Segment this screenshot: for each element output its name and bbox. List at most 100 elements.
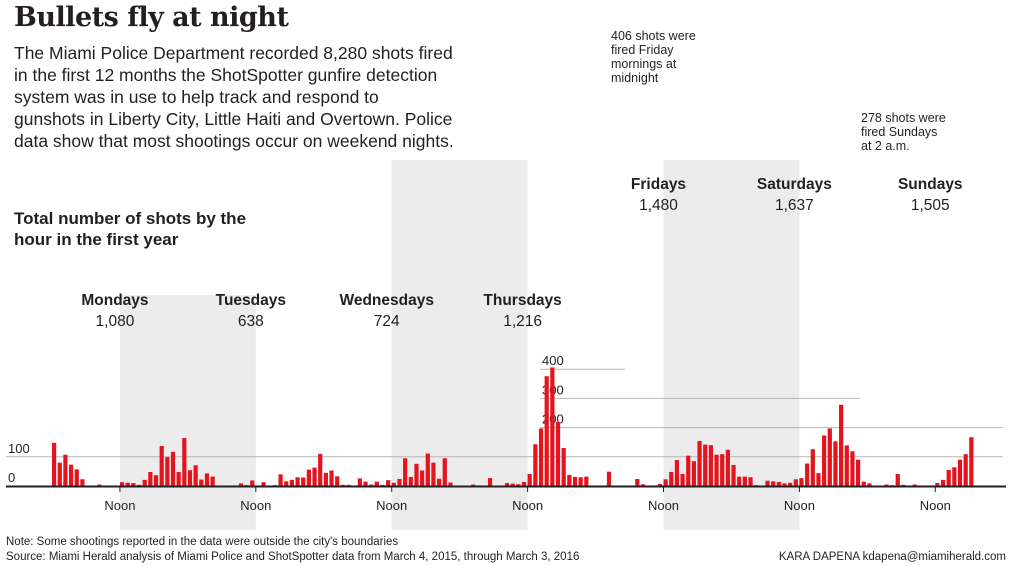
bar-tuesdays-h2 — [199, 479, 204, 486]
bar-saturdays-h12 — [799, 478, 804, 486]
day-total-saturdays: 1,637 — [775, 197, 814, 214]
day-label-mondays: Mondays — [81, 292, 148, 309]
bar-saturdays-h13 — [805, 463, 810, 486]
bar-saturdays-h17 — [827, 428, 832, 486]
bar-mondays-h21 — [170, 451, 176, 486]
bar-mondays-h17 — [148, 471, 153, 486]
bar-thursdays-h9 — [510, 483, 515, 486]
bar-wednesdays-h22 — [448, 482, 453, 486]
bar-tuesdays-h9 — [238, 483, 244, 486]
bar-thursdays-h17 — [555, 422, 561, 486]
bar-fridays-h7 — [635, 478, 640, 486]
bar-fridays-h13 — [669, 471, 674, 486]
bar-mondays-h16 — [142, 479, 147, 486]
bar-wednesdays-h14 — [403, 458, 408, 486]
bar-wednesdays-h8 — [369, 484, 374, 486]
bar-tuesdays-h13 — [261, 482, 266, 486]
bar-wednesdays-h12 — [391, 482, 396, 486]
bar-fridays-h21 — [714, 454, 719, 486]
bar-thursdays-h21 — [578, 477, 583, 486]
y-tick-label-100: 100 — [8, 441, 30, 456]
bar-saturdays-h15 — [816, 473, 821, 486]
bar-saturdays-h20 — [844, 445, 849, 486]
bar-tuesdays-h1 — [193, 465, 198, 486]
bar-saturdays-h3 — [748, 477, 753, 486]
bar-fridays-h18 — [697, 441, 702, 486]
bar-tuesdays-h0 — [187, 470, 193, 486]
bar-fridays-h23 — [725, 449, 730, 486]
bar-sundays-h16 — [957, 459, 963, 486]
bar-mondays-h13 — [125, 482, 130, 486]
bar-fridays-h22 — [720, 454, 725, 486]
bar-saturdays-h8 — [776, 481, 781, 486]
bar-saturdays-h11 — [793, 479, 798, 486]
bar-thursdays-h8 — [504, 483, 510, 486]
bar-fridays-h20 — [708, 445, 713, 486]
bar-saturdays-h2 — [742, 476, 747, 486]
bar-saturdays-h0 — [731, 464, 736, 486]
bar-thursdays-h2 — [470, 484, 476, 486]
bar-tuesdays-h3 — [204, 473, 210, 486]
bar-wednesdays-h20 — [437, 478, 442, 486]
bar-wednesdays-h17 — [420, 470, 425, 486]
bar-saturdays-h1 — [737, 476, 742, 486]
bar-tuesdays-h19 — [295, 477, 300, 486]
bar-mondays-h12 — [119, 482, 125, 486]
bar-sundays-h8 — [912, 484, 917, 486]
bar-fridays-h19 — [703, 444, 708, 486]
day-total-mondays: 1,080 — [96, 313, 135, 330]
bar-wednesdays-h18 — [425, 453, 430, 486]
day-label-fridays: Fridays — [631, 176, 686, 193]
bar-mondays-h3 — [68, 464, 74, 486]
bar-tuesdays-h18 — [289, 479, 294, 486]
bar-fridays-h17 — [691, 461, 697, 486]
bar-wednesdays-h16 — [414, 463, 419, 486]
x-tick-label-noon: Noon — [512, 498, 543, 513]
bar-mondays-h5 — [80, 479, 85, 486]
bar-fridays-h8 — [640, 484, 646, 486]
day-label-tuesdays: Tuesdays — [216, 292, 286, 309]
bar-sundays-h18 — [969, 437, 974, 486]
bar-mondays-h20 — [165, 457, 170, 486]
bar-mondays-h23 — [182, 438, 187, 486]
bar-sundays-h6 — [901, 484, 906, 486]
bar-fridays-h15 — [680, 474, 685, 486]
bar-wednesdays-h9 — [374, 481, 379, 486]
chart-title: Total number of shots by the hour in the… — [14, 209, 247, 249]
day-total-thursdays: 1,216 — [503, 313, 542, 330]
bar-thursdays-h18 — [561, 448, 566, 486]
bar-mondays-h8 — [97, 484, 102, 486]
bar-mondays-h2 — [63, 454, 68, 486]
bar-thursdays-h14 — [538, 428, 544, 486]
bar-tuesdays-h22 — [312, 467, 317, 486]
day-total-fridays: 1,480 — [639, 197, 678, 214]
bar-saturdays-h16 — [822, 435, 827, 486]
bar-fridays-h14 — [674, 460, 680, 486]
bar-wednesdays-h2 — [335, 476, 340, 486]
day-total-wednesdays: 724 — [374, 313, 400, 330]
annotation-friday-midnight: 406 shots were fired Friday mornings at mid… — [611, 29, 696, 85]
bar-thursdays-h19 — [567, 474, 572, 486]
day-total-sundays: 1,505 — [911, 197, 950, 214]
bar-tuesdays-h4 — [210, 476, 215, 486]
y-tick-label-400: 400 — [542, 353, 564, 368]
bar-sundays-h5 — [895, 474, 900, 486]
bar-wednesdays-h7 — [363, 481, 368, 486]
bar-thursdays-h16 — [550, 367, 555, 486]
bar-saturdays-h21 — [850, 451, 855, 486]
bar-sundays-h12 — [935, 483, 940, 486]
intro-paragraph: The Miami Police Department recorded 8,2… — [14, 42, 454, 152]
credit-text: KARA DAPENA kdapena@miamiherald.com — [778, 551, 1006, 563]
bar-wednesdays-h10 — [380, 484, 385, 486]
bar-fridays-h12 — [663, 479, 668, 486]
bar-sundays-h14 — [946, 469, 951, 486]
bar-wednesdays-h3 — [340, 484, 345, 486]
bar-saturdays-h14 — [810, 449, 815, 486]
y-tick-label-0: 0 — [8, 470, 15, 485]
bar-mondays-h18 — [153, 475, 159, 486]
day-total-tuesdays: 638 — [238, 313, 264, 330]
bar-thursdays-h5 — [487, 478, 493, 486]
bar-thursdays-h11 — [521, 481, 527, 486]
bar-thursdays-h15 — [544, 376, 549, 486]
